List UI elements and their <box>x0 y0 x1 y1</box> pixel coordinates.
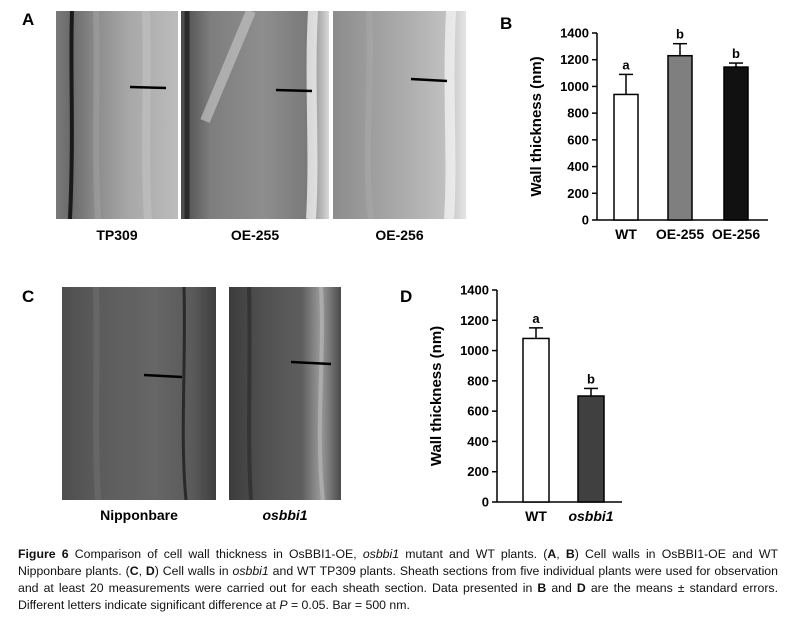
bar-oe-256 <box>723 66 749 221</box>
y-tick-label: 1000 <box>460 343 489 358</box>
y-tick-label: 200 <box>567 186 589 201</box>
panel-letter-c: C <box>22 287 35 306</box>
micrograph-oe256 <box>333 11 466 219</box>
bar-wt <box>522 337 550 503</box>
bar-wt <box>613 93 639 221</box>
panel-letter-b: B <box>500 14 513 33</box>
y-tick-label: 600 <box>467 404 489 419</box>
caption-text: Comparison of cell wall thickness in OsB… <box>68 547 363 561</box>
micrograph-label-oe255: OE-255 <box>230 227 280 243</box>
panel-letter-a: A <box>22 10 35 29</box>
caption-italic: P <box>279 598 288 612</box>
category-label: osbbi1 <box>568 508 613 524</box>
category-label: WT <box>525 508 547 524</box>
micrograph-label-tp309: TP309 <box>96 227 138 243</box>
category-label: WT <box>615 226 637 242</box>
y-axis-label: Wall thickness (nm) <box>528 56 545 196</box>
bar-osbbi1 <box>577 395 605 503</box>
y-tick-label: 1000 <box>560 79 589 94</box>
y-tick-label: 600 <box>567 132 589 147</box>
figure-caption: Figure 6 Comparison of cell wall thickne… <box>18 546 778 614</box>
micrograph-label-oe256: OE-256 <box>375 227 424 243</box>
caption-text: , <box>556 547 566 561</box>
significance-letter: b <box>676 27 684 42</box>
micrograph-oe255 <box>181 11 329 219</box>
caption-text: and <box>546 581 577 595</box>
caption-bold: C <box>129 564 139 578</box>
caption-bold: B <box>565 547 575 561</box>
caption-italic: osbbi1 <box>362 547 400 561</box>
category-label: OE-256 <box>712 226 760 242</box>
micrograph-oe256-image <box>333 11 466 219</box>
caption-text: ) Cell walls in <box>154 564 233 578</box>
significance-letter: a <box>622 57 630 72</box>
y-tick-label: 0 <box>582 213 589 228</box>
chart-b-svg: 0 200 400 600 800 1000 1200 1400 Wall thickness … <box>528 26 768 242</box>
micrograph-tp309 <box>56 11 178 219</box>
y-tick-label: 400 <box>467 434 489 449</box>
caption-text: mutant and WT plants. ( <box>399 547 548 561</box>
scale-marker <box>290 360 332 366</box>
significance-letter: a <box>532 311 540 326</box>
chart-panel-d: 0 200 400 600 800 1000 1200 1400 Wall thickness … <box>0 270 793 530</box>
caption-bold: D <box>576 581 586 595</box>
y-tick-label: 800 <box>567 106 589 121</box>
caption-italic: osbbi1 <box>232 564 269 578</box>
micrograph-tp309-image <box>56 11 178 219</box>
caption-bold: B <box>537 581 547 595</box>
significance-letter: b <box>732 46 740 61</box>
micrograph-label-osbbi1: osbbi1 <box>262 507 308 523</box>
micrograph-osbbi1-image <box>229 287 341 500</box>
y-tick-label: 0 <box>482 495 489 510</box>
y-tick-label: 1200 <box>560 52 589 67</box>
scale-marker <box>143 373 183 379</box>
micrograph-nipponbare-image <box>62 287 216 500</box>
panel-letter-d: D <box>400 287 413 306</box>
scale-marker <box>129 85 167 90</box>
y-tick-label: 1400 <box>460 283 489 298</box>
bar-oe-255 <box>667 54 693 221</box>
y-tick-label: 1400 <box>560 26 589 41</box>
micrograph-oe255-image <box>181 11 329 219</box>
micrograph-nipponbare <box>62 287 216 500</box>
caption-text: ) Cell walls in OsBBI1-OE and WT Nipponb… <box>18 547 778 578</box>
micrograph-osbbi1 <box>229 287 341 500</box>
caption-bold: A <box>547 547 557 561</box>
scale-marker <box>410 77 448 83</box>
y-axis-label: Wall thickness (nm) <box>428 326 445 466</box>
chart-d-svg: 0 200 400 600 800 1000 1200 1400 Wall thickness … <box>428 283 622 524</box>
y-tick-label: 1200 <box>460 313 489 328</box>
caption-figure-label: Figure 6 <box>18 547 69 561</box>
micrograph-label-nipponbare: Nipponbare <box>100 507 178 523</box>
significance-letter: b <box>587 371 595 386</box>
y-tick-label: 400 <box>567 159 589 174</box>
category-label: OE-255 <box>656 226 704 242</box>
caption-text: = 0.05. Bar = 500 nm. <box>287 598 410 612</box>
caption-text: , <box>138 564 146 578</box>
caption-text: and WT TP309 plants. Sheath sections fro… <box>18 564 778 595</box>
y-tick-label: 800 <box>467 373 489 388</box>
scale-marker <box>275 88 313 93</box>
caption-bold: D <box>145 564 155 578</box>
y-tick-label: 200 <box>467 464 489 479</box>
chart-panel-b: 0 200 400 600 800 1000 1200 1400 Wall thickness … <box>0 0 793 280</box>
caption-text: are the means ± standard errors. Differe… <box>18 581 779 612</box>
